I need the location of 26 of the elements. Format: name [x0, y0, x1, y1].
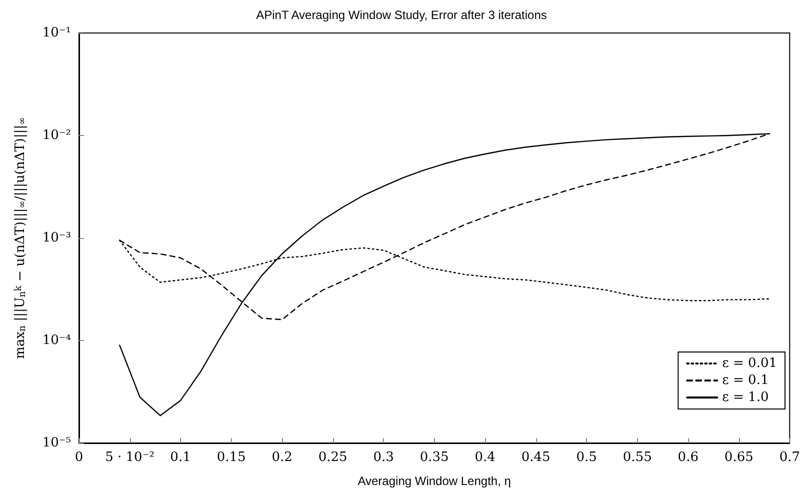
x-tick-label: 0	[74, 450, 84, 465]
y-tick-label: 10⁻²	[42, 128, 71, 143]
x-tick-label: 0.6	[678, 450, 698, 465]
y-tick-label: 10⁻⁴	[42, 333, 71, 348]
x-tick-label: 0.55	[622, 450, 652, 465]
x-tick-label: 0.35	[420, 450, 449, 465]
x-tick-label: 0.3	[373, 450, 394, 465]
chart-title: APinT Averaging Window Study, Error after 3 iterations	[256, 8, 547, 22]
x-tick-label: 0.15	[216, 450, 246, 465]
legend-label: ε = 0.01	[722, 356, 778, 371]
x-tick-label: 0.25	[318, 450, 348, 465]
x-tick-label: 0.7	[779, 450, 800, 465]
text: maxn |||Unk − u(nΔT)|||∞/|||u(nΔT)|||∞	[13, 117, 28, 359]
legend-label: ε = 1.0	[722, 390, 769, 405]
y-tick-label: 10⁻¹	[42, 26, 71, 40]
x-tick-label: 0.65	[724, 450, 754, 465]
x-tick-label: 0.1	[170, 450, 191, 465]
x-tick-label: 0.4	[474, 450, 496, 465]
x-tick-label: 5 · 10⁻²	[105, 450, 154, 465]
x-tick-label: 0.2	[272, 450, 292, 465]
x-tick-label: 0.45	[521, 450, 550, 465]
y-tick-label: 10⁻³	[42, 230, 71, 246]
legend-label: ε = 0.1	[722, 373, 769, 388]
x-axis-title: Averaging Window Length, η	[358, 474, 511, 488]
y-tick-label: 10⁻⁵	[42, 436, 71, 450]
x-tick-label: 0.5	[576, 450, 597, 465]
